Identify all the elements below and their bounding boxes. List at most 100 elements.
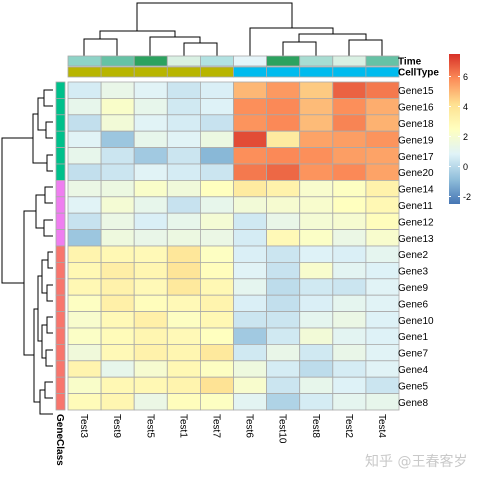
legend-tick-label: 6	[463, 72, 468, 82]
heatmap-cell-Gene9-Test1	[166, 278, 201, 296]
heatmap-cell-Gene7-Test1	[166, 343, 201, 362]
heatmap-cell-Gene3-Test5	[133, 261, 168, 280]
heatmap-cell-Gene12-Test7	[199, 212, 234, 230]
row-label: Gene9	[398, 283, 428, 294]
heatmap-cell-Gene14-Test9	[100, 179, 135, 198]
row-label: Gene14	[398, 185, 434, 196]
legend-tick-label: 2	[463, 132, 468, 142]
heatmap-cell-Gene3-Test3	[67, 261, 102, 280]
heatmap-cell-Gene11-Test9	[100, 196, 135, 214]
heatmap-cell-Gene16-Test5	[133, 98, 168, 116]
heatmap-cell-Gene16-Test4	[365, 98, 400, 116]
heatmap-cell-Gene6-Test3	[67, 294, 102, 313]
heatmap-cells	[67, 81, 400, 411]
heatmap-cell-Gene1-Test6	[233, 327, 267, 345]
heatmap-cell-Gene7-Test6	[233, 343, 267, 362]
color-legend-bar	[449, 54, 460, 204]
heatmap-cell-Gene12-Test8	[299, 212, 334, 230]
heatmap-cell-Gene12-Test5	[133, 212, 168, 230]
color-legend-ticks: -2 0 2 4 6	[449, 72, 471, 202]
geneclass-cell	[55, 81, 66, 99]
heatmap-cell-Gene11-Test4	[365, 196, 400, 214]
heatmap-cell-Gene10-Test7	[199, 311, 234, 329]
annotation-cell-celltype	[133, 66, 168, 78]
heatmap-cell-Gene4-Test6	[233, 360, 267, 378]
heatmap-cell-Gene18-Test9	[100, 114, 135, 132]
heatmap-cell-Gene13-Test6	[233, 229, 267, 247]
heatmap-cell-Gene4-Test3	[67, 360, 102, 378]
heatmap-cell-Gene13-Test10	[266, 229, 301, 247]
annotation-cell-time	[299, 55, 334, 67]
heatmap-cell-Gene11-Test6	[233, 196, 267, 214]
heatmap-cell-Gene14-Test1	[166, 179, 201, 198]
heatmap-cell-Gene16-Test3	[67, 98, 102, 116]
legend-tick-label: 4	[463, 102, 468, 112]
heatmap-cell-Gene16-Test1	[166, 98, 201, 116]
row-label: Gene8	[398, 398, 428, 409]
column-label: Test4	[376, 414, 387, 438]
heatmap-cell-Gene6-Test5	[133, 294, 168, 313]
heatmap-cell-Gene15-Test5	[133, 81, 168, 99]
heatmap-cell-Gene17-Test3	[67, 147, 102, 165]
heatmap-cell-Gene8-Test6	[233, 393, 267, 411]
heatmap-cell-Gene13-Test4	[365, 229, 400, 247]
row-label: Gene11	[398, 201, 433, 212]
heatmap-cell-Gene5-Test6	[233, 376, 267, 395]
heatmap-cell-Gene6-Test6	[233, 294, 267, 313]
annotation-cell-time	[100, 55, 135, 67]
heatmap-cell-Gene14-Test8	[299, 179, 334, 198]
heatmap-cell-Gene4-Test9	[100, 360, 135, 378]
heatmap-cell-Gene19-Test4	[365, 130, 400, 148]
top-annotation-bars	[67, 55, 400, 78]
heatmap-cell-Gene9-Test7	[199, 278, 234, 296]
heatmap-cell-Gene17-Test8	[299, 147, 334, 165]
heatmap-cell-Gene4-Test1	[166, 360, 201, 378]
heatmap-cell-Gene4-Test7	[199, 360, 234, 378]
heatmap-cell-Gene9-Test6	[233, 278, 267, 296]
geneclass-cell	[55, 245, 66, 263]
heatmap-cell-Gene3-Test2	[332, 261, 367, 280]
heatmap-cell-Gene17-Test1	[166, 147, 201, 165]
geneclass-cell	[55, 360, 66, 378]
heatmap-cell-Gene8-Test1	[166, 393, 201, 411]
heatmap-cell-Gene10-Test4	[365, 311, 400, 329]
heatmap-cell-Gene2-Test4	[365, 245, 400, 263]
heatmap-cell-Gene7-Test4	[365, 343, 400, 362]
heatmap-cell-Gene15-Test3	[67, 81, 102, 99]
heatmap-cell-Gene16-Test7	[199, 98, 234, 116]
heatmap-cell-Gene5-Test2	[332, 376, 367, 395]
heatmap-cell-Gene5-Test4	[365, 376, 400, 395]
heatmap-cell-Gene4-Test2	[332, 360, 367, 378]
heatmap-cell-Gene19-Test8	[299, 130, 334, 148]
heatmap-cell-Gene18-Test1	[166, 114, 201, 132]
annotation-cell-time	[332, 55, 367, 67]
heatmap-cell-Gene2-Test2	[332, 245, 367, 263]
heatmap-cell-Gene12-Test10	[266, 212, 301, 230]
heatmap-cell-Gene17-Test4	[365, 147, 400, 165]
geneclass-cell	[55, 147, 66, 165]
geneclass-cell	[55, 98, 66, 116]
heatmap-cell-Gene15-Test6	[233, 81, 267, 99]
heatmap-cell-Gene20-Test6	[233, 163, 267, 181]
heatmap-cell-Gene16-Test6	[233, 98, 267, 116]
heatmap-cell-Gene19-Test2	[332, 130, 367, 148]
heatmap-cell-Gene10-Test1	[166, 311, 201, 329]
heatmap-cell-Gene2-Test3	[67, 245, 102, 263]
heatmap-cell-Gene1-Test8	[299, 327, 334, 345]
heatmap-cell-Gene9-Test2	[332, 278, 367, 296]
annotation-cell-celltype	[100, 66, 135, 78]
heatmap-cell-Gene17-Test6	[233, 147, 267, 165]
row-label: Gene19	[398, 135, 434, 146]
annotation-cell-time	[133, 55, 168, 67]
heatmap-cell-Gene17-Test7	[199, 147, 234, 165]
geneclass-annotation-bar	[55, 81, 66, 411]
geneclass-cell	[55, 311, 66, 329]
heatmap-cell-Gene11-Test8	[299, 196, 334, 214]
heatmap-cell-Gene12-Test4	[365, 212, 400, 230]
heatmap-cell-Gene7-Test7	[199, 343, 234, 362]
heatmap-cell-Gene19-Test3	[67, 130, 102, 148]
heatmap-cell-Gene8-Test3	[67, 393, 102, 411]
heatmap-cell-Gene1-Test9	[100, 327, 135, 345]
heatmap-cell-Gene15-Test4	[365, 81, 400, 99]
